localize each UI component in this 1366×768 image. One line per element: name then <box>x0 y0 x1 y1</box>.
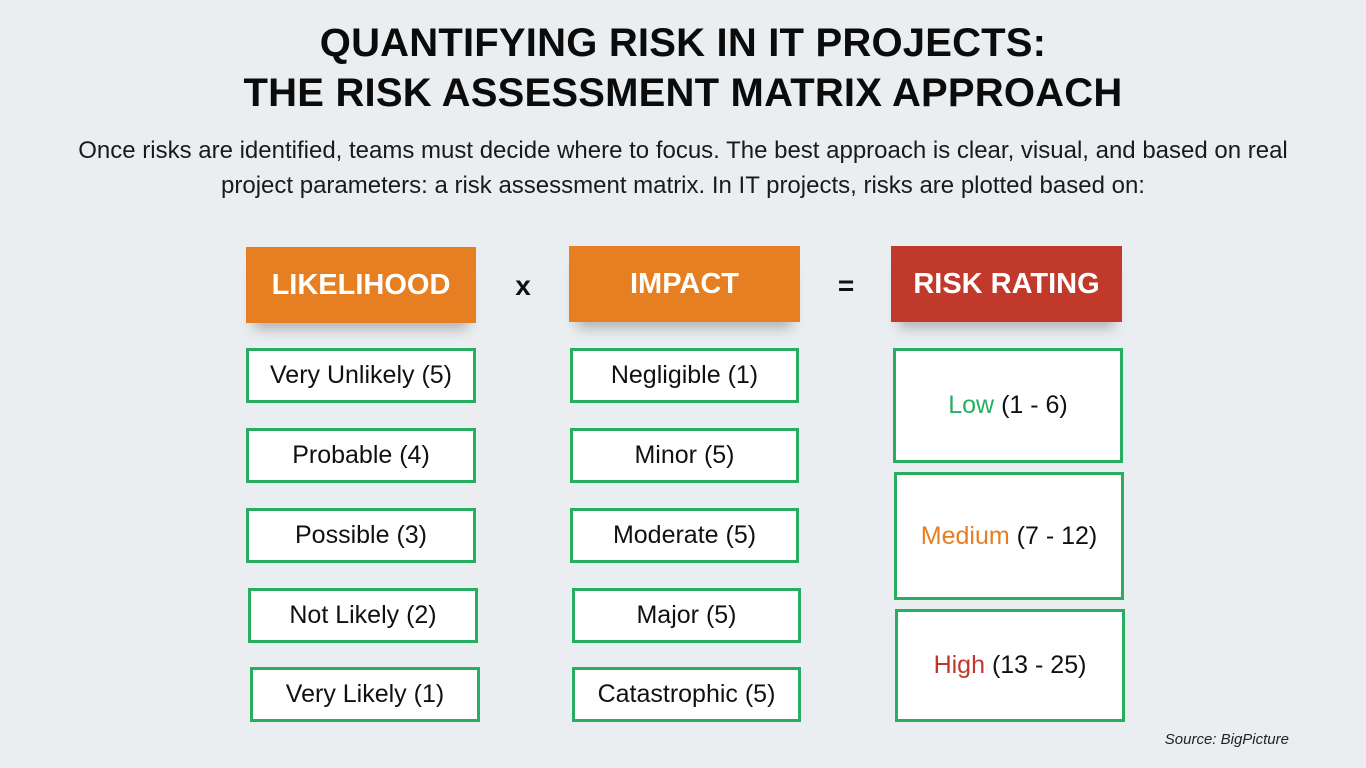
likelihood-item: Possible (3) <box>246 508 476 563</box>
likelihood-item: Very Unlikely (5) <box>246 348 476 403</box>
risk-level-medium: Medium (7 - 12) <box>894 472 1124 600</box>
risk-rating-header: RISK RATING <box>891 246 1122 322</box>
title-line-2: THE RISK ASSESSMENT MATRIX APPROACH <box>243 71 1123 115</box>
impact-item: Minor (5) <box>570 428 799 483</box>
risk-level-range: (7 - 12) <box>1016 521 1098 550</box>
risk-level-range: (13 - 25) <box>991 651 1087 679</box>
risk-level-name: Medium <box>920 521 1010 550</box>
likelihood-header: LIKELIHOOD <box>246 247 476 323</box>
risk-level-name: Low <box>948 391 995 419</box>
risk-level-high: High (13 - 25) <box>895 609 1125 722</box>
title-line-1: QUANTIFYING RISK IN IT PROJECTS: <box>319 21 1047 65</box>
impact-header: IMPACT <box>569 246 800 322</box>
impact-item: Catastrophic (5) <box>572 667 801 722</box>
risk-level-range: (1 - 6) <box>1001 391 1068 419</box>
impact-item: Major (5) <box>572 588 801 643</box>
equals-operator: = <box>837 270 855 301</box>
source-credit: Source: BigPicture <box>1164 731 1289 748</box>
page-title: QUANTIFYING RISK IN IT PROJECTS: THE RIS… <box>0 18 1366 118</box>
likelihood-item: Very Likely (1) <box>250 667 480 722</box>
impact-item: Negligible (1) <box>570 348 799 403</box>
impact-item: Moderate (5) <box>570 508 799 563</box>
risk-level-name: High <box>933 651 985 679</box>
times-operator: x <box>515 270 531 301</box>
intro-text: Once risks are identified, teams must de… <box>78 137 1288 199</box>
likelihood-item: Not Likely (2) <box>248 588 478 643</box>
likelihood-item: Probable (4) <box>246 428 476 483</box>
risk-level-low: Low (1 - 6) <box>893 348 1123 463</box>
